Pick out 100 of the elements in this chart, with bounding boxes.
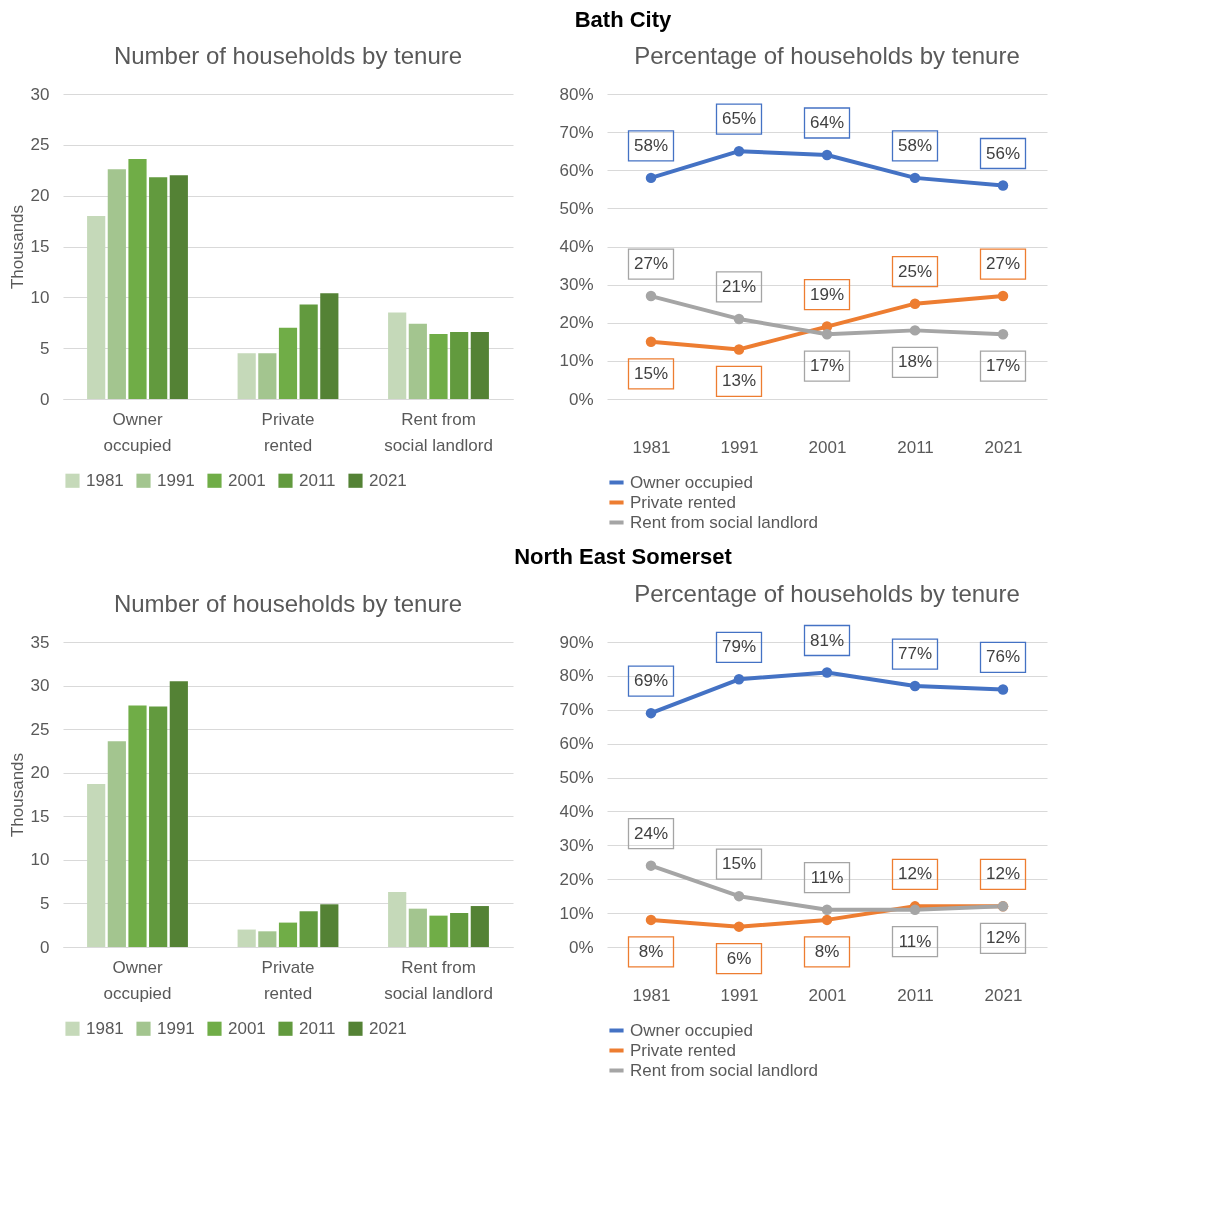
data-label: 8% bbox=[638, 941, 664, 961]
y-tick-label: 35 bbox=[30, 632, 50, 652]
legend-label: 1991 bbox=[157, 470, 195, 490]
data-label: 6% bbox=[726, 948, 752, 968]
y-tick-label: 5 bbox=[40, 893, 50, 913]
legend-label: 2011 bbox=[299, 470, 336, 490]
data-label: 11% bbox=[810, 867, 844, 887]
x-tick-label: 2001 bbox=[808, 985, 847, 1005]
data-label: 69% bbox=[633, 671, 669, 691]
y-tick-label: 80% bbox=[559, 84, 594, 104]
data-label: 15% bbox=[721, 854, 757, 874]
data-label: 19% bbox=[809, 284, 845, 304]
chart-title: Percentage of households by tenure bbox=[634, 42, 1020, 69]
x-tick-label: 1991 bbox=[720, 985, 759, 1005]
data-label: 17% bbox=[809, 356, 845, 376]
x-tick-label: Owner occupied bbox=[103, 957, 172, 1003]
data-label: 56% bbox=[985, 143, 1021, 163]
data-label: 12% bbox=[985, 864, 1021, 884]
y-axis-title: Thousands bbox=[7, 752, 27, 838]
legend-label: 1991 bbox=[157, 1018, 195, 1038]
y-tick-label: 25 bbox=[30, 135, 50, 155]
data-label: 76% bbox=[985, 647, 1021, 667]
x-tick-label: 1981 bbox=[632, 437, 671, 457]
legend-label: Private rented bbox=[630, 492, 736, 512]
x-tick-label: 2001 bbox=[808, 437, 847, 457]
legend-label: Private rented bbox=[630, 1040, 736, 1060]
legend-label: Owner occupied bbox=[630, 472, 753, 492]
data-label: 13% bbox=[721, 371, 757, 391]
legend-label: 2011 bbox=[299, 1018, 336, 1038]
text: North East Somerset bbox=[514, 544, 733, 569]
data-label: 17% bbox=[985, 356, 1021, 376]
y-tick-label: 10 bbox=[30, 287, 50, 307]
y-tick-label: 10% bbox=[559, 351, 594, 371]
data-label: 12% bbox=[985, 928, 1021, 948]
x-tick-label: Private rented bbox=[261, 957, 315, 1003]
legend-label: Rent from social landlord bbox=[630, 512, 819, 532]
y-tick-label: 5 bbox=[40, 338, 50, 358]
y-tick-label: 0% bbox=[568, 937, 594, 957]
data-label: 25% bbox=[897, 261, 933, 281]
y-tick-label: 20 bbox=[30, 186, 50, 206]
legend-label: 2001 bbox=[228, 470, 266, 490]
data-label: 58% bbox=[897, 135, 933, 155]
y-tick-label: 20% bbox=[559, 313, 594, 333]
legend-label: Owner occupied bbox=[630, 1020, 753, 1040]
text: Bath City bbox=[574, 7, 673, 32]
y-tick-label: 30 bbox=[30, 84, 50, 104]
legend-label: 1981 bbox=[86, 1018, 124, 1038]
y-tick-label: 0% bbox=[568, 389, 594, 409]
y-tick-label: 30% bbox=[559, 275, 594, 295]
y-tick-label: 60% bbox=[559, 160, 594, 180]
x-tick-label: 2021 bbox=[984, 985, 1023, 1005]
y-tick-label: 50% bbox=[559, 768, 594, 788]
x-tick-label: 2021 bbox=[984, 437, 1023, 457]
x-tick-label: 2011 bbox=[897, 437, 934, 457]
data-label: 18% bbox=[897, 352, 933, 372]
y-tick-label: 30 bbox=[30, 676, 50, 696]
data-label: 15% bbox=[633, 363, 669, 383]
y-tick-label: 50% bbox=[559, 198, 594, 218]
y-tick-label: 0 bbox=[40, 389, 50, 409]
x-tick-label: 1991 bbox=[720, 437, 759, 457]
data-label: 81% bbox=[809, 630, 845, 650]
y-tick-label: 90% bbox=[559, 632, 594, 652]
data-label: 79% bbox=[721, 637, 757, 657]
data-label: 58% bbox=[633, 135, 669, 155]
y-tick-label: 70% bbox=[559, 122, 594, 142]
y-tick-label: 15 bbox=[30, 237, 50, 256]
x-tick-label: 1981 bbox=[632, 985, 671, 1005]
data-label: 27% bbox=[633, 254, 669, 274]
chart-title: Percentage of households by tenure bbox=[634, 579, 1020, 607]
y-tick-label: 60% bbox=[559, 734, 594, 754]
y-axis-title: Thousands bbox=[7, 204, 27, 290]
legend-label: 2021 bbox=[369, 1018, 407, 1038]
y-tick-label: 15 bbox=[30, 806, 50, 826]
legend-label: 2021 bbox=[369, 470, 407, 490]
y-tick-label: 40% bbox=[559, 801, 594, 821]
y-tick-label: 40% bbox=[559, 237, 594, 256]
data-label: 21% bbox=[721, 276, 757, 296]
x-tick-label: 2011 bbox=[897, 985, 934, 1005]
chart-title: Number of households by tenure bbox=[113, 42, 463, 69]
y-tick-label: 20% bbox=[559, 869, 594, 889]
y-tick-label: 25 bbox=[30, 719, 50, 739]
x-tick-label: Rent from social landlord bbox=[384, 957, 493, 1003]
y-tick-label: 10 bbox=[30, 850, 50, 870]
x-tick-label: Owner occupied bbox=[103, 409, 172, 455]
legend-label: 1981 bbox=[86, 470, 124, 490]
y-tick-label: 20 bbox=[30, 763, 50, 783]
x-tick-label: Rent from social landlord bbox=[384, 409, 493, 455]
data-label: 65% bbox=[721, 109, 757, 129]
y-tick-label: 30% bbox=[559, 835, 594, 855]
legend-label: Rent from social landlord bbox=[630, 1060, 819, 1080]
y-tick-label: 10% bbox=[559, 903, 594, 923]
data-label: 24% bbox=[633, 823, 669, 843]
data-label: 64% bbox=[809, 113, 845, 132]
data-label: 27% bbox=[985, 254, 1021, 274]
data-label: 12% bbox=[897, 864, 933, 884]
y-tick-label: 0 bbox=[40, 937, 50, 957]
y-tick-label: 80% bbox=[559, 666, 594, 686]
chart-title: Number of households by tenure bbox=[113, 590, 463, 617]
x-tick-label: Private rented bbox=[261, 409, 315, 455]
y-tick-label: 70% bbox=[559, 700, 594, 720]
